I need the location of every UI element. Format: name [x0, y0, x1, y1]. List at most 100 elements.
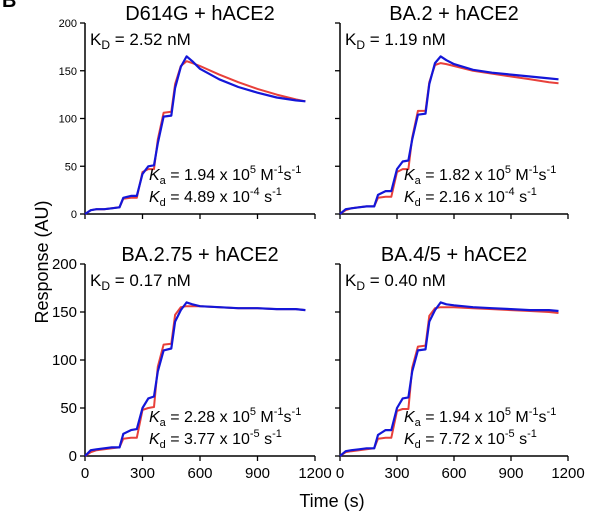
y-tick-label: 0 [69, 448, 77, 465]
ka-unit-s: s [284, 409, 292, 426]
ka-unit-m-exp: -1 [274, 164, 284, 176]
ka-unit-s-exp: -1 [547, 406, 557, 418]
x-tick-label: 0 [336, 465, 344, 482]
data-series-line [84, 301, 306, 457]
x-tick-label: 1200 [551, 465, 584, 482]
ka-exponent: 5 [250, 406, 256, 418]
kdiss-subscript: d [415, 197, 421, 209]
ka-subscript: a [415, 417, 422, 429]
kd-annotation: KD = 1.19 nM [345, 30, 446, 52]
kdiss-exponent: -4 [505, 186, 515, 198]
ka-unit-m: M [511, 167, 529, 184]
kdiss-symbol: K [404, 189, 416, 206]
kdiss-subscript: d [160, 439, 166, 451]
kd-annotation: KD = 0.17 nM [90, 271, 191, 293]
kdiss-exponent: -5 [505, 428, 515, 440]
kd-symbol: K [345, 30, 357, 49]
x-tick-label: 900 [498, 465, 523, 482]
kd-subscript: D [356, 38, 365, 52]
ka-unit-m: M [511, 409, 529, 426]
kdiss-unit-exp: -1 [527, 428, 537, 440]
kdiss-unit-exp: -1 [527, 186, 537, 198]
kd-symbol: K [90, 271, 102, 290]
panel-label: B [2, 0, 17, 12]
chart-title: BA.4/5 + hACE2 [381, 244, 527, 266]
kdiss-unit: s [260, 189, 272, 206]
data-series-line [339, 55, 559, 215]
kdiss-exponent: -4 [250, 186, 260, 198]
x-axis-label: Time (s) [299, 491, 364, 511]
ka-subscript: a [415, 175, 422, 187]
ka-value: = 1.94 x 10 [421, 409, 505, 426]
kd-value: = 1.19 nM [365, 30, 446, 49]
kdiss-annotation: Kd = 3.77 x 10-5 s-1 [149, 428, 282, 451]
data-series-line [339, 301, 559, 457]
y-tick-label: 50 [65, 161, 77, 173]
kd-subscript: D [101, 279, 110, 293]
ka-subscript: a [160, 417, 167, 429]
ka-unit-m-exp: -1 [274, 406, 284, 418]
ka-unit-m: M [256, 167, 274, 184]
ka-value: = 2.28 x 10 [166, 409, 250, 426]
kd-symbol: K [90, 30, 102, 49]
ka-unit-s-exp: -1 [292, 164, 302, 176]
y-tick-label: 150 [59, 66, 77, 78]
x-tick-label: 300 [130, 465, 155, 482]
x-tick-label: 0 [81, 465, 89, 482]
kdiss-unit-exp: -1 [272, 186, 282, 198]
ka-unit-s: s [284, 167, 292, 184]
kdiss-subscript: d [160, 197, 166, 209]
kd-annotation: KD = 0.40 nM [345, 271, 446, 293]
ka-value: = 1.82 x 10 [421, 167, 505, 184]
chart-title: BA.2.75 + hACE2 [121, 244, 278, 266]
ka-exponent: 5 [505, 164, 511, 176]
kdiss-value: = 4.89 x 10 [166, 189, 250, 206]
y-tick-label: 50 [60, 400, 77, 417]
ka-symbol: K [149, 167, 161, 184]
ka-unit-s: s [539, 167, 547, 184]
kdiss-unit-exp: -1 [272, 428, 282, 440]
kd-subscript: D [101, 38, 110, 52]
y-tick-label: 200 [52, 256, 77, 273]
kdiss-annotation: Kd = 4.89 x 10-4 s-1 [149, 186, 282, 209]
y-tick-label: 200 [59, 18, 77, 30]
ka-annotation: Ka = 1.94 x 105 M-1s-1 [404, 406, 556, 429]
ka-symbol: K [404, 167, 416, 184]
chart-title: D614G + hACE2 [125, 3, 275, 25]
ka-exponent: 5 [250, 164, 256, 176]
kdiss-unit: s [260, 431, 272, 448]
kdiss-annotation: Kd = 2.16 x 10-4 s-1 [404, 186, 537, 209]
y-tick-label: 100 [52, 352, 77, 369]
y-tick-label: 0 [71, 209, 77, 221]
kd-value: = 0.40 nM [365, 271, 446, 290]
ka-subscript: a [160, 175, 167, 187]
ka-unit-s-exp: -1 [292, 406, 302, 418]
x-tick-label: 900 [245, 465, 270, 482]
ka-exponent: 5 [505, 406, 511, 418]
kdiss-value: = 7.72 x 10 [421, 431, 505, 448]
data-series-line [84, 55, 306, 215]
kdiss-value: = 3.77 x 10 [166, 431, 250, 448]
kd-annotation: KD = 2.52 nM [90, 30, 191, 52]
ka-unit-s-exp: -1 [547, 164, 557, 176]
kdiss-unit: s [515, 189, 527, 206]
ka-annotation: Ka = 1.82 x 105 M-1s-1 [404, 164, 556, 187]
kd-value: = 0.17 nM [110, 271, 191, 290]
kdiss-symbol: K [149, 189, 161, 206]
kdiss-unit: s [515, 431, 527, 448]
y-axis-label: Response (AU) [32, 200, 52, 323]
kd-symbol: K [345, 271, 357, 290]
kdiss-exponent: -5 [250, 428, 260, 440]
ka-annotation: Ka = 2.28 x 105 M-1s-1 [149, 406, 301, 429]
ka-unit-s: s [539, 409, 547, 426]
ka-symbol: K [149, 409, 161, 426]
ka-annotation: Ka = 1.94 x 105 M-1s-1 [149, 164, 301, 187]
chart-panel-3: 0 50 100 150 200 0 300 600 900 1200 BA.2.75 + hACE… [52, 244, 332, 482]
ka-unit-m-exp: -1 [529, 406, 539, 418]
chart-title: BA.2 + hACE2 [389, 3, 519, 25]
